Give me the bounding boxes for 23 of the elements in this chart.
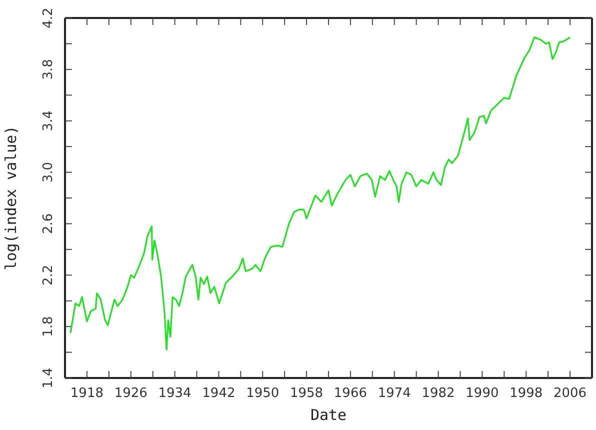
y-tick-label: 1.4 [41,368,56,388]
y-tick-label: 2.6 [41,213,56,234]
x-tick-label: 1958 [290,386,324,402]
y-tick-label: 2.2 [41,264,56,286]
x-tick-label: 1950 [246,386,280,402]
x-tick-label: 2006 [553,386,587,402]
y-tick-label: 3.8 [41,59,56,80]
x-tick-label: 1942 [202,386,236,402]
x-axis-title: Date [310,406,347,424]
x-tick-label: 1998 [510,386,543,402]
y-tick-label: 4.2 [41,8,56,28]
y-tick-label: 3.0 [41,162,56,183]
x-tick-label: 1926 [114,386,148,402]
y-axis-title: log(index value) [2,126,20,270]
y-tick-label: 1.8 [41,316,56,337]
line-series [70,36,571,351]
x-tick-label: 1990 [466,386,499,402]
x-tick-label: 1934 [158,386,192,402]
x-tick-label: 1918 [70,386,104,402]
x-tick-label: 1974 [378,386,411,402]
x-tick-label: 1966 [334,386,368,402]
x-tick-label: 1982 [422,386,455,402]
y-tick-label: 3.4 [41,110,56,132]
